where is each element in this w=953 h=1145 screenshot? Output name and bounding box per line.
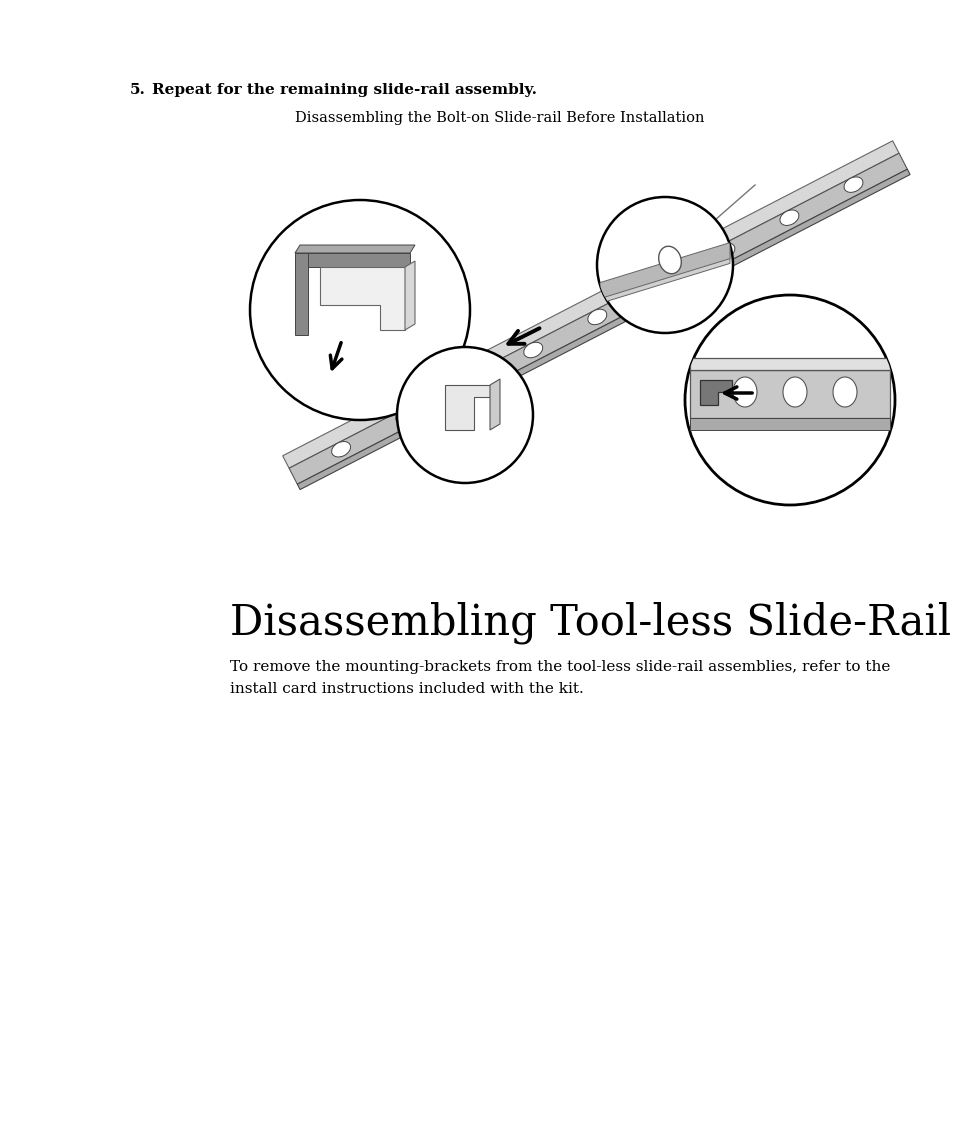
Polygon shape [289,153,906,484]
Polygon shape [689,358,889,370]
Ellipse shape [459,376,478,390]
Ellipse shape [832,377,856,406]
Polygon shape [700,380,731,405]
Polygon shape [294,253,308,335]
Ellipse shape [658,246,680,274]
Polygon shape [294,245,415,253]
Text: To remove the mounting-brackets from the tool-less slide-rail assemblies, refer : To remove the mounting-brackets from the… [230,660,889,674]
Ellipse shape [843,177,862,192]
Ellipse shape [523,342,542,357]
Circle shape [597,197,732,333]
Ellipse shape [732,377,757,406]
Circle shape [684,295,894,505]
Text: Repeat for the remaining slide-rail assembly.: Repeat for the remaining slide-rail asse… [152,82,537,97]
Text: Disassembling the Bolt-on Slide-rail Before Installation: Disassembling the Bolt-on Slide-rail Bef… [294,111,703,125]
Polygon shape [282,141,898,468]
Circle shape [396,347,533,483]
Ellipse shape [587,309,606,325]
Polygon shape [490,379,499,431]
Polygon shape [294,253,410,267]
Text: Disassembling Tool-less Slide-Rails: Disassembling Tool-less Slide-Rails [230,601,953,643]
Ellipse shape [332,442,350,457]
Polygon shape [444,385,490,431]
Polygon shape [689,370,889,418]
Ellipse shape [715,243,734,259]
Polygon shape [319,267,405,330]
Polygon shape [599,247,729,303]
Ellipse shape [651,276,670,292]
Ellipse shape [782,377,806,406]
Polygon shape [405,261,415,330]
Circle shape [250,200,470,420]
Polygon shape [297,169,909,490]
Polygon shape [689,418,889,431]
Ellipse shape [395,409,415,424]
Polygon shape [599,243,729,299]
Text: 5.: 5. [130,82,146,97]
Text: install card instructions included with the kit.: install card instructions included with … [230,682,583,696]
Ellipse shape [780,210,798,226]
